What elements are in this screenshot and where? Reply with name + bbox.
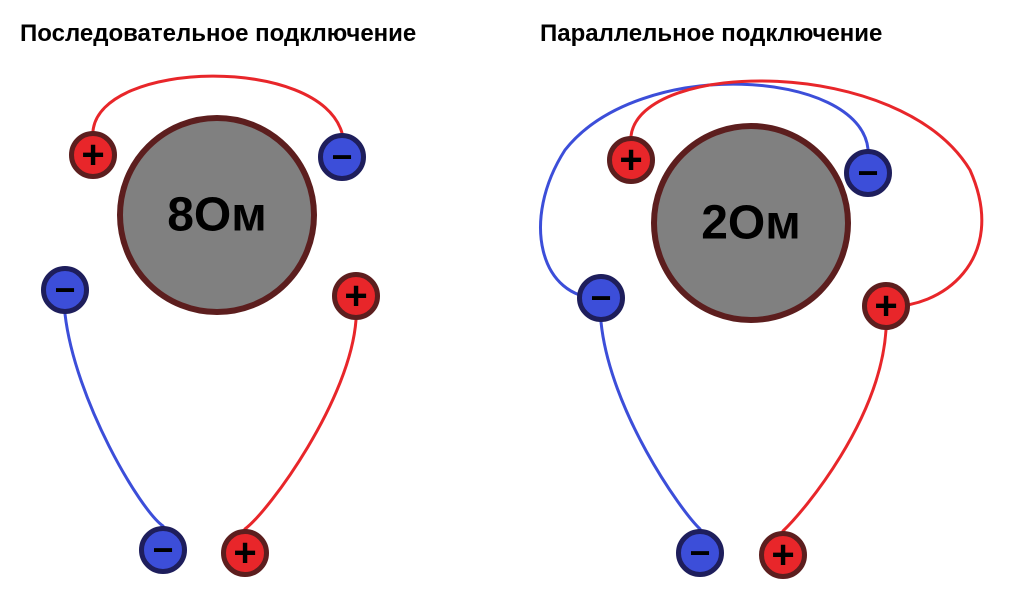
series-speaker: 8Ом: [117, 115, 317, 315]
minus-icon: −: [54, 272, 75, 308]
minus-icon: −: [331, 139, 352, 175]
parallel-terminal-mid-plus: +: [862, 282, 910, 330]
parallel-speaker: 2Ом: [651, 123, 851, 323]
plus-icon: +: [874, 286, 897, 326]
minus-icon: −: [689, 535, 710, 571]
series-terminal-bot-minus: −: [139, 526, 187, 574]
series-terminal-top-minus: −: [318, 133, 366, 181]
plus-icon: +: [233, 533, 256, 573]
parallel-terminal-mid-minus: −: [577, 274, 625, 322]
series-terminal-mid-minus: −: [41, 266, 89, 314]
minus-icon: −: [152, 532, 173, 568]
minus-icon: −: [857, 155, 878, 191]
series-terminal-top-plus: +: [69, 131, 117, 179]
plus-icon: +: [81, 135, 104, 175]
plus-icon: +: [344, 276, 367, 316]
series-title: Последовательное подключение: [20, 20, 416, 48]
plus-icon: +: [771, 535, 794, 575]
minus-icon: −: [590, 280, 611, 316]
parallel-title: Параллельное подключение: [540, 20, 882, 48]
series-speaker-label: 8Ом: [123, 188, 311, 243]
parallel-terminal-bot-plus: +: [759, 531, 807, 579]
parallel-speaker-label: 2Ом: [657, 196, 845, 251]
parallel-terminal-top-plus: +: [607, 136, 655, 184]
plus-icon: +: [619, 140, 642, 180]
parallel-terminal-bot-minus: −: [676, 529, 724, 577]
parallel-terminal-top-minus: −: [844, 149, 892, 197]
series-terminal-bot-plus: +: [221, 529, 269, 577]
series-terminal-mid-plus: +: [332, 272, 380, 320]
